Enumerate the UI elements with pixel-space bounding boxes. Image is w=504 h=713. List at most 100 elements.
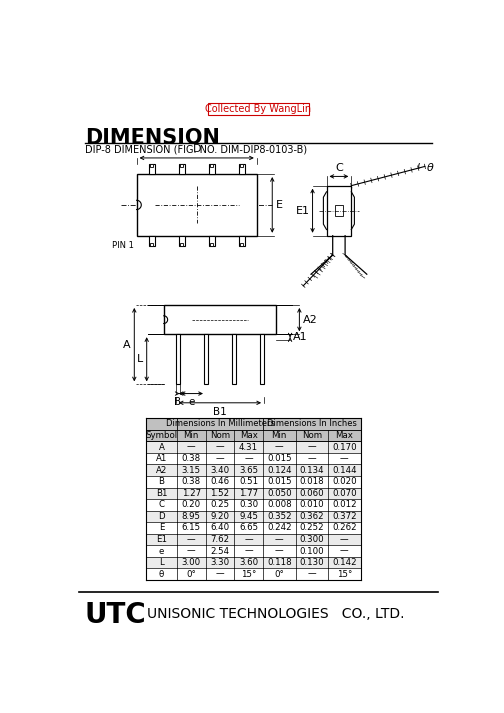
Bar bbox=[146, 488, 360, 499]
Bar bbox=[178, 164, 185, 174]
Text: UTC: UTC bbox=[85, 602, 147, 630]
Text: B: B bbox=[174, 397, 181, 407]
Text: 3.00: 3.00 bbox=[182, 558, 201, 567]
Text: 0.060: 0.060 bbox=[299, 489, 324, 498]
Text: 0.018: 0.018 bbox=[299, 477, 324, 486]
Text: 0.300: 0.300 bbox=[299, 535, 324, 544]
Bar bbox=[240, 242, 243, 246]
Bar bbox=[210, 164, 213, 167]
Text: e: e bbox=[159, 547, 164, 555]
Bar bbox=[146, 441, 360, 453]
Bar bbox=[150, 164, 153, 167]
Text: —: — bbox=[244, 454, 253, 463]
Text: 0.050: 0.050 bbox=[267, 489, 291, 498]
Text: —: — bbox=[187, 547, 196, 555]
Text: e: e bbox=[188, 397, 195, 407]
Bar bbox=[180, 242, 183, 246]
Bar bbox=[210, 242, 213, 246]
Bar bbox=[146, 511, 360, 522]
Bar bbox=[146, 464, 360, 476]
Bar bbox=[146, 476, 360, 488]
Text: —: — bbox=[275, 535, 284, 544]
Bar bbox=[209, 164, 215, 174]
Text: —: — bbox=[340, 547, 349, 555]
Text: 0.118: 0.118 bbox=[267, 558, 291, 567]
Text: θ: θ bbox=[159, 570, 164, 579]
Text: 0.008: 0.008 bbox=[267, 501, 291, 509]
Bar bbox=[146, 430, 360, 441]
Text: B: B bbox=[158, 477, 164, 486]
Text: 0.130: 0.130 bbox=[299, 558, 324, 567]
Text: 9.45: 9.45 bbox=[239, 512, 258, 521]
Bar bbox=[146, 419, 360, 430]
Text: 0.38: 0.38 bbox=[182, 477, 201, 486]
Bar bbox=[240, 164, 243, 167]
Text: 7.62: 7.62 bbox=[210, 535, 229, 544]
Text: Min: Min bbox=[272, 431, 287, 440]
Text: —: — bbox=[187, 535, 196, 544]
Text: C: C bbox=[158, 501, 164, 509]
Text: 0.262: 0.262 bbox=[332, 523, 357, 533]
Text: Dimensions In Millimeters: Dimensions In Millimeters bbox=[165, 419, 274, 429]
Bar bbox=[146, 499, 360, 511]
Text: 0.012: 0.012 bbox=[332, 501, 357, 509]
Text: 1.27: 1.27 bbox=[182, 489, 201, 498]
Text: 0.015: 0.015 bbox=[267, 454, 291, 463]
Text: —: — bbox=[340, 535, 349, 544]
Bar bbox=[149, 164, 155, 174]
Text: 0.25: 0.25 bbox=[210, 501, 229, 509]
Text: A2: A2 bbox=[156, 466, 167, 475]
Text: 0.124: 0.124 bbox=[267, 466, 291, 475]
Text: 0.100: 0.100 bbox=[299, 547, 324, 555]
Text: DIP-8 DIMENSION (FIG. NO. DIM-DIP8-0103-B): DIP-8 DIMENSION (FIG. NO. DIM-DIP8-0103-… bbox=[85, 145, 307, 155]
Text: 1.52: 1.52 bbox=[210, 489, 229, 498]
Text: D: D bbox=[193, 144, 201, 154]
Text: Collected By WangLin: Collected By WangLin bbox=[205, 103, 311, 113]
Text: Symbol: Symbol bbox=[145, 431, 177, 440]
Text: θ: θ bbox=[427, 163, 434, 173]
Bar bbox=[178, 236, 185, 246]
Text: —: — bbox=[307, 443, 316, 451]
Bar bbox=[204, 334, 208, 384]
Bar bbox=[137, 174, 257, 236]
Text: —: — bbox=[275, 547, 284, 555]
Text: 3.30: 3.30 bbox=[210, 558, 229, 567]
Text: 4.31: 4.31 bbox=[239, 443, 258, 451]
Text: 15°: 15° bbox=[241, 570, 257, 579]
Text: 6.65: 6.65 bbox=[239, 523, 258, 533]
Bar bbox=[150, 242, 153, 246]
Bar bbox=[238, 164, 245, 174]
Bar bbox=[146, 557, 360, 568]
Text: 8.95: 8.95 bbox=[182, 512, 201, 521]
Text: PIN 1: PIN 1 bbox=[112, 241, 134, 250]
Bar bbox=[180, 164, 183, 167]
Text: L: L bbox=[159, 558, 164, 567]
Text: 0.51: 0.51 bbox=[239, 477, 258, 486]
Text: C: C bbox=[335, 163, 343, 173]
Text: 0.134: 0.134 bbox=[299, 466, 324, 475]
Bar bbox=[146, 453, 360, 464]
Text: A: A bbox=[123, 339, 131, 349]
Bar bbox=[232, 334, 236, 384]
Text: 0.252: 0.252 bbox=[299, 523, 324, 533]
Bar bbox=[260, 334, 264, 384]
Text: 3.65: 3.65 bbox=[239, 466, 258, 475]
Text: —: — bbox=[307, 454, 316, 463]
Text: A1: A1 bbox=[293, 332, 308, 342]
Text: 0.070: 0.070 bbox=[332, 489, 357, 498]
Text: 0.20: 0.20 bbox=[182, 501, 201, 509]
Text: 0.020: 0.020 bbox=[332, 477, 357, 486]
Text: Max: Max bbox=[335, 431, 353, 440]
Text: 0.242: 0.242 bbox=[267, 523, 291, 533]
Text: 0.144: 0.144 bbox=[332, 466, 357, 475]
Text: DIMENSION: DIMENSION bbox=[85, 128, 220, 148]
Text: B1: B1 bbox=[213, 406, 227, 416]
Bar bbox=[146, 545, 360, 557]
Text: 6.40: 6.40 bbox=[210, 523, 229, 533]
Text: 6.15: 6.15 bbox=[182, 523, 201, 533]
Bar bbox=[146, 534, 360, 545]
Text: 0.30: 0.30 bbox=[239, 501, 258, 509]
Text: 0.372: 0.372 bbox=[332, 512, 357, 521]
Text: 3.60: 3.60 bbox=[239, 558, 258, 567]
Text: D: D bbox=[158, 512, 165, 521]
